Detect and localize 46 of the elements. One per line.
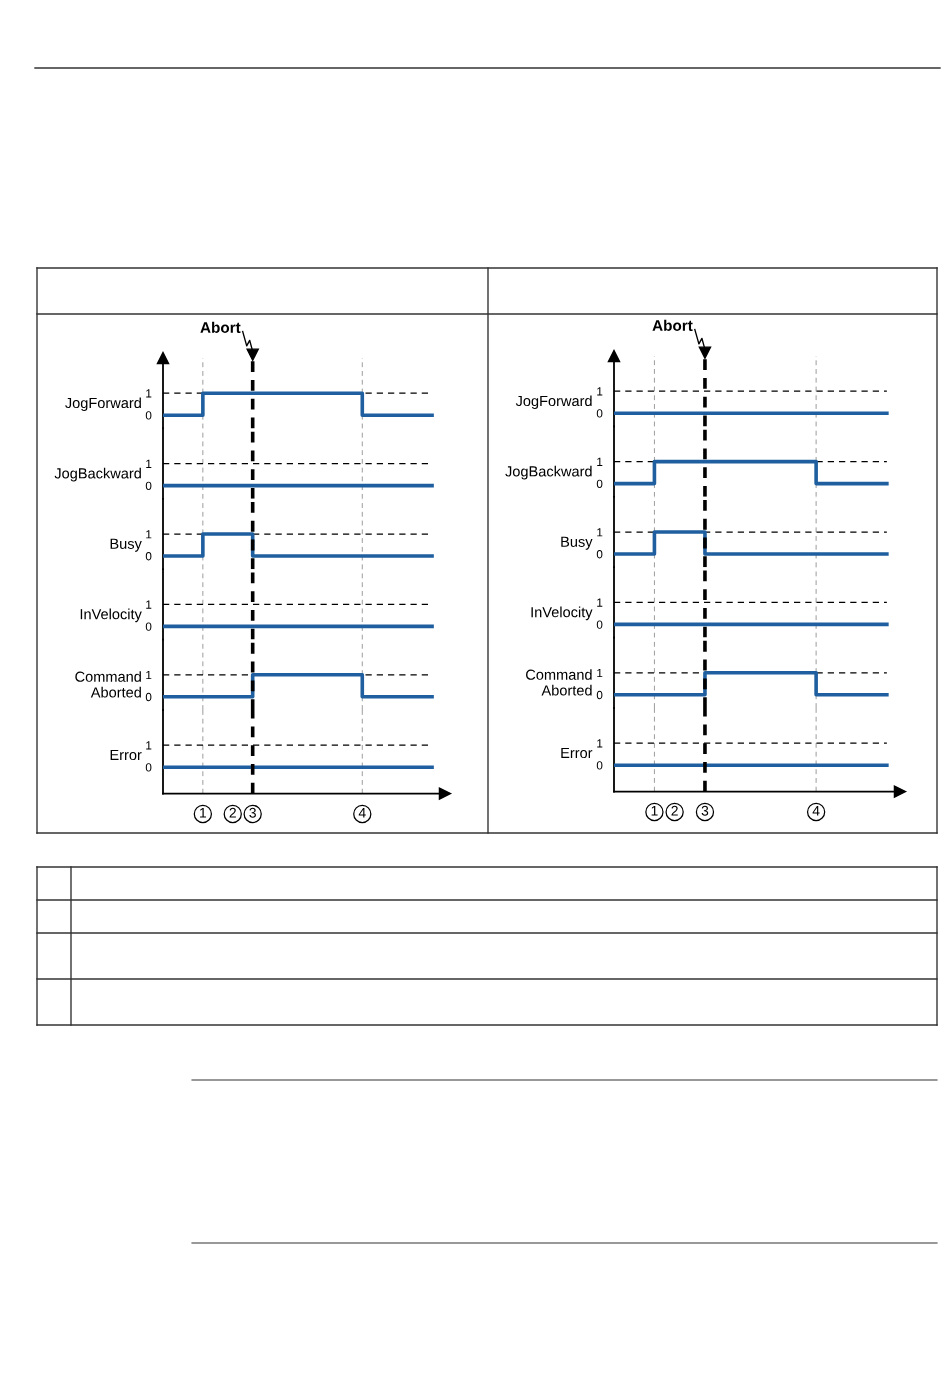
x-tick-label: 4 bbox=[358, 808, 366, 818]
y-axis-title: Error bbox=[110, 749, 142, 761]
y-axis-title: JogBackward bbox=[505, 465, 592, 480]
y-tick-label: 0 bbox=[145, 622, 152, 631]
y-axis-title: InVelocity bbox=[80, 608, 142, 623]
y-tick-label: 1 bbox=[146, 600, 152, 609]
y-tick-label: 1 bbox=[597, 457, 603, 466]
y-axis-title: Error bbox=[561, 747, 593, 759]
y-tick-label: 0 bbox=[145, 411, 152, 420]
y-tick-label: 1 bbox=[146, 459, 152, 468]
y-tick-label: 1 bbox=[146, 389, 152, 398]
ref-line-label: Abort bbox=[652, 319, 693, 331]
y-tick-label: 0 bbox=[145, 763, 152, 772]
y-tick-label: 0 bbox=[596, 761, 603, 770]
y-tick-label: 1 bbox=[146, 741, 152, 750]
y-axis-title: InVelocity bbox=[531, 606, 593, 621]
y-axis-title: Command Aborted bbox=[75, 671, 141, 698]
y-tick-label: 0 bbox=[145, 481, 152, 490]
x-tick-label: 1 bbox=[651, 806, 658, 816]
y-tick-label: 0 bbox=[596, 409, 603, 418]
y-tick-label: 1 bbox=[597, 668, 603, 678]
y-tick-label: 0 bbox=[596, 479, 603, 488]
x-tick-label: 2 bbox=[671, 805, 678, 816]
y-tick-label: 0 bbox=[596, 690, 603, 700]
y-axis-title: JogForward bbox=[515, 395, 592, 409]
y-tick-label: 1 bbox=[597, 739, 603, 748]
y-axis-title: Busy bbox=[561, 536, 593, 550]
y-tick-label: 1 bbox=[146, 670, 152, 680]
y-axis-title: Command Aborted bbox=[526, 669, 592, 696]
y-tick-label: 1 bbox=[597, 387, 603, 396]
x-tick-label: 2 bbox=[229, 807, 236, 818]
y-tick-label: 0 bbox=[145, 692, 152, 702]
y-axis-title: Busy bbox=[110, 538, 142, 552]
x-tick-label: 3 bbox=[701, 805, 709, 816]
y-axis-title: JogForward bbox=[65, 397, 141, 411]
y-tick-label: 1 bbox=[146, 530, 152, 539]
x-tick-label: 1 bbox=[200, 808, 207, 818]
x-tick-label: 3 bbox=[249, 807, 256, 818]
y-axis-title: JogBackward bbox=[54, 467, 141, 482]
x-tick-label: 4 bbox=[812, 806, 820, 816]
y-tick-label: 0 bbox=[596, 620, 603, 629]
ref-line-label: Abort bbox=[200, 321, 241, 333]
y-tick-label: 0 bbox=[145, 552, 152, 561]
y-tick-label: 0 bbox=[596, 550, 603, 559]
y-tick-label: 1 bbox=[597, 598, 603, 607]
y-tick-label: 1 bbox=[597, 528, 603, 537]
